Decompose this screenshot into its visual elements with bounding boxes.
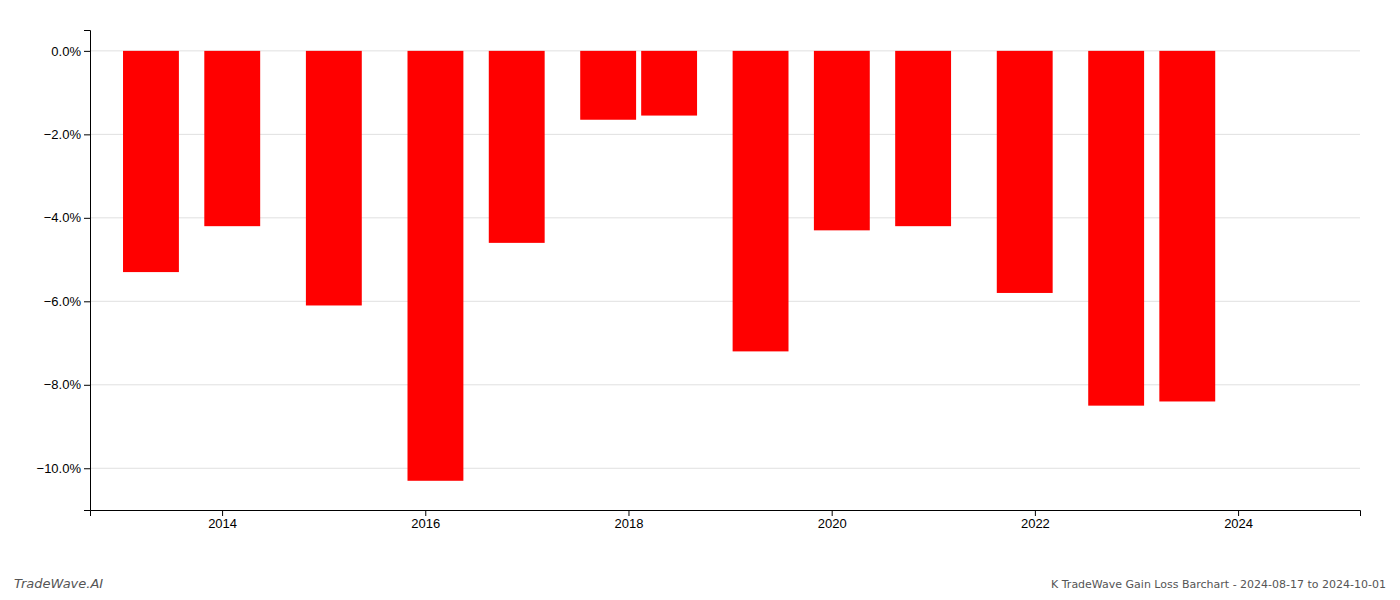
x-axis-line	[91, 511, 1361, 517]
y-tick-mark	[84, 134, 90, 135]
bar	[1159, 51, 1215, 402]
bars	[123, 51, 1215, 481]
y-tick-mark	[84, 51, 90, 52]
x-tick: 2014	[208, 510, 237, 531]
watermark: TradeWave.AI	[14, 576, 103, 591]
x-tick-mark	[222, 510, 223, 516]
grid	[90, 51, 1360, 468]
bar	[408, 51, 464, 481]
bar	[489, 51, 545, 243]
bar	[306, 51, 362, 306]
y-tick-label: 0.0%	[51, 44, 81, 59]
y-tick-label: −6.0%	[44, 294, 82, 309]
bar	[204, 51, 260, 226]
x-tick: 2020	[818, 510, 847, 531]
x-tick-mark	[1238, 510, 1239, 516]
x-axis: 2014 2016 2018 2020 2022 2024	[91, 510, 1361, 531]
plot: 0.0%−2.0%−4.0%−6.0%−8.0%−10.0%2014201620…	[37, 31, 1361, 532]
bar	[814, 51, 870, 230]
x-tick-label: 2020	[818, 516, 847, 531]
x-tick-mark	[628, 510, 629, 516]
y-tick-label: −8.0%	[44, 377, 82, 392]
y-tick-mark	[84, 468, 90, 469]
bar	[580, 51, 636, 120]
x-tick-mark	[832, 510, 833, 516]
y-tick: 0.0%	[51, 44, 90, 59]
bar	[123, 51, 179, 272]
footer: K TradeWave Gain Loss Barchart - 2024-08…	[1051, 578, 1386, 591]
x-tick: 2016	[411, 510, 440, 531]
y-tick: −10.0%	[37, 461, 90, 476]
bar	[895, 51, 951, 226]
y-tick-label: −4.0%	[44, 210, 82, 225]
bar	[997, 51, 1053, 293]
y-axis: 0.0% −2.0% −4.0% −6.0% −8.0% −10.0%	[37, 31, 91, 511]
bar	[1088, 51, 1144, 406]
x-tick-label: 2022	[1021, 516, 1050, 531]
y-tick-mark	[84, 301, 90, 302]
y-tick: −8.0%	[44, 377, 90, 392]
y-tick-mark	[84, 385, 90, 386]
y-tick: −2.0%	[44, 127, 90, 142]
x-tick-mark	[425, 510, 426, 516]
y-tick-label: −10.0%	[37, 461, 82, 476]
x-tick: 2022	[1021, 510, 1050, 531]
x-tick-label: 2016	[411, 516, 440, 531]
y-tick-label: −2.0%	[44, 127, 82, 142]
y-tick: −6.0%	[44, 294, 90, 309]
x-tick-label: 2024	[1224, 516, 1253, 531]
grid-line	[90, 468, 1360, 469]
y-axis-line	[84, 31, 91, 511]
x-tick: 2018	[615, 510, 644, 531]
chart: 0.0%−2.0%−4.0%−6.0%−8.0%−10.0%2014201620…	[0, 0, 1400, 600]
x-tick-label: 2014	[208, 516, 237, 531]
bar	[641, 51, 697, 116]
y-tick-mark	[84, 218, 90, 219]
x-tick-label: 2018	[615, 516, 644, 531]
x-tick: 2024	[1224, 510, 1253, 531]
bar	[733, 51, 789, 352]
y-tick: −4.0%	[44, 210, 90, 225]
x-tick-mark	[1035, 510, 1036, 516]
